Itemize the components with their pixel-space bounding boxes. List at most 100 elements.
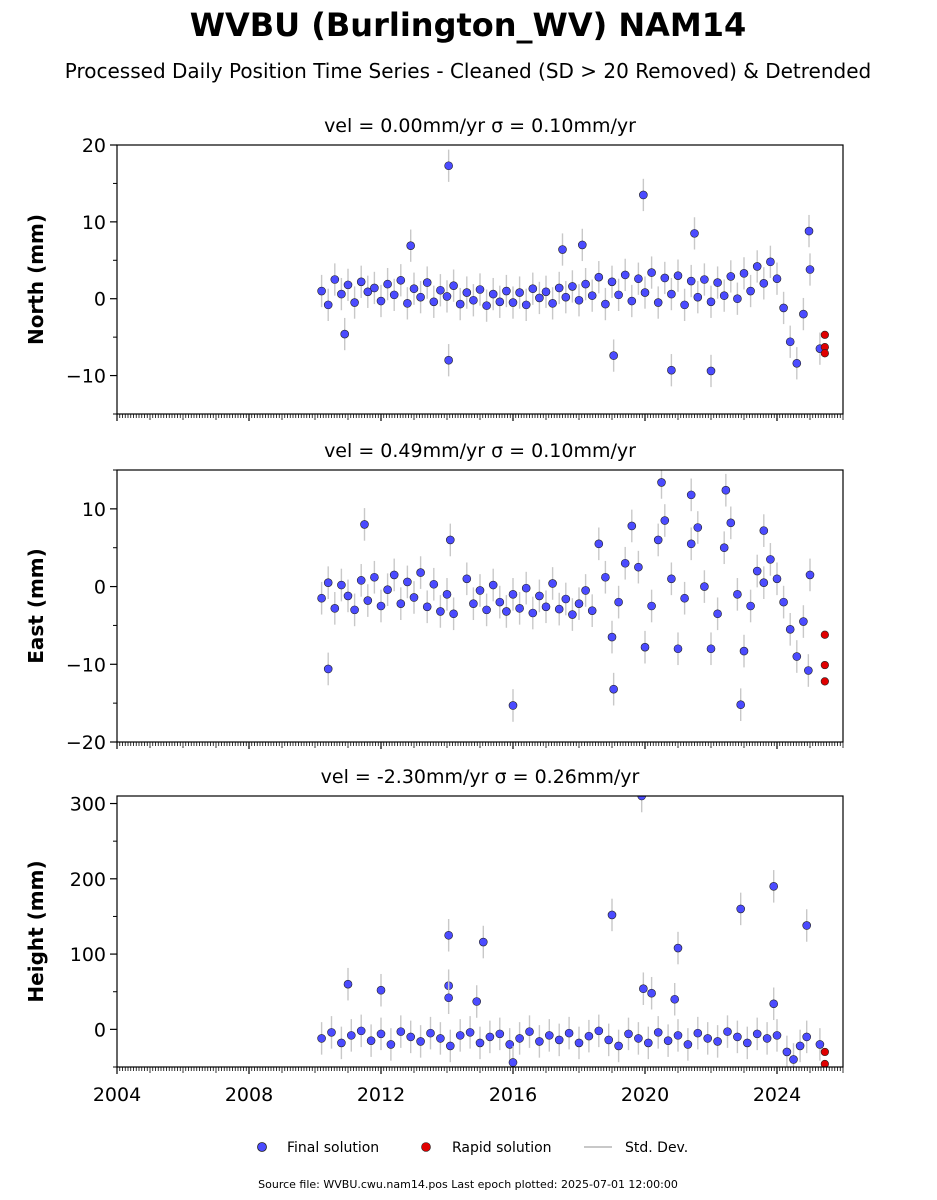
rapid-point: [820, 630, 829, 639]
final-point: [376, 1029, 386, 1039]
final-point: [792, 652, 802, 661]
final-point: [323, 664, 333, 674]
final-point: [330, 275, 340, 284]
final-point: [343, 591, 353, 601]
final-point: [482, 301, 491, 310]
final-point: [383, 279, 392, 289]
final-point: [766, 555, 775, 564]
final-point: [601, 572, 610, 582]
final-point: [515, 604, 524, 613]
final-point: [609, 351, 618, 360]
final-point: [660, 516, 670, 525]
x-tick-label: 2024: [753, 1084, 801, 1106]
final-point: [667, 289, 676, 299]
final-point: [643, 1038, 653, 1048]
y-tick-label: 300: [70, 794, 106, 816]
final-point: [561, 594, 571, 604]
final-point: [782, 1047, 792, 1057]
final-point: [317, 286, 326, 296]
final-point: [634, 562, 643, 572]
final-point: [584, 1031, 594, 1041]
final-point: [515, 288, 524, 297]
final-point: [337, 580, 346, 590]
east-panel-title: vel = 0.49mm/yr σ = 0.10mm/yr: [324, 440, 636, 462]
final-point: [363, 287, 373, 297]
final-point: [558, 245, 567, 254]
final-point: [396, 275, 406, 285]
rapid-point: [820, 330, 829, 339]
height-rapid-series: [820, 1047, 829, 1067]
final-point: [686, 276, 696, 286]
final-point: [416, 568, 425, 577]
final-point: [568, 282, 577, 291]
y-tick-label: 10: [82, 212, 106, 234]
final-point: [673, 271, 683, 280]
final-point: [614, 597, 623, 607]
final-point: [690, 229, 699, 238]
final-point: [673, 1031, 683, 1040]
final-point: [721, 485, 731, 495]
east-rapid-series: [820, 630, 829, 686]
final-point: [356, 277, 366, 287]
final-point: [389, 570, 399, 580]
final-point: [422, 278, 432, 287]
final-point: [769, 882, 779, 891]
final-point: [475, 285, 485, 294]
north-final-series: [317, 149, 825, 388]
final-point: [406, 1032, 416, 1042]
final-point: [733, 1032, 742, 1042]
final-point: [607, 277, 617, 287]
final-point: [389, 290, 399, 300]
final-point: [587, 606, 597, 615]
final-point: [670, 994, 680, 1004]
final-point: [706, 644, 716, 654]
final-point: [442, 292, 452, 301]
final-point: [436, 1034, 445, 1043]
final-point: [700, 275, 709, 284]
figure-title: WVBU (Burlington_WV) NAM14: [190, 6, 747, 44]
height-plot-frame: [116, 795, 844, 1068]
final-point: [406, 241, 416, 250]
final-point: [634, 1034, 643, 1043]
legend-final-label: Final solution: [287, 1140, 379, 1156]
x-tick-label: 2008: [225, 1084, 273, 1106]
final-point: [653, 298, 663, 307]
height-panel: vel = -2.30mm/yr σ = 0.26mm/yr Height (mm…: [24, 766, 844, 1106]
final-point: [713, 278, 722, 287]
final-point: [577, 240, 587, 250]
final-point: [772, 574, 782, 584]
final-point: [620, 270, 630, 280]
final-point: [673, 943, 683, 953]
final-point: [366, 1036, 376, 1045]
final-point: [337, 289, 346, 299]
final-point: [759, 526, 769, 535]
final-point: [752, 262, 762, 271]
final-point: [445, 1041, 455, 1051]
final-point: [627, 521, 637, 531]
final-point: [495, 597, 505, 607]
final-point: [805, 570, 815, 580]
final-point: [548, 579, 557, 588]
east-panel: vel = 0.49mm/yr σ = 0.10mm/yr East (mm) −2…: [24, 440, 844, 754]
final-point: [713, 609, 722, 619]
final-point: [360, 520, 369, 529]
final-point: [614, 1041, 623, 1051]
final-point: [403, 299, 412, 308]
final-point: [525, 1027, 534, 1036]
final-point: [455, 299, 465, 309]
final-point: [449, 281, 458, 290]
final-point: [686, 490, 696, 500]
final-point: [574, 1038, 584, 1048]
final-point: [521, 583, 531, 593]
north-y-axis-label: North (mm): [24, 214, 48, 345]
north-data-layer: [317, 149, 829, 388]
rapid-point: [820, 677, 829, 686]
final-point: [472, 997, 482, 1006]
final-point: [789, 1055, 798, 1064]
final-point: [683, 1040, 693, 1049]
final-point: [804, 666, 813, 675]
final-point: [403, 577, 412, 587]
final-point: [548, 299, 557, 308]
final-point: [396, 1027, 406, 1036]
final-point: [416, 292, 425, 302]
